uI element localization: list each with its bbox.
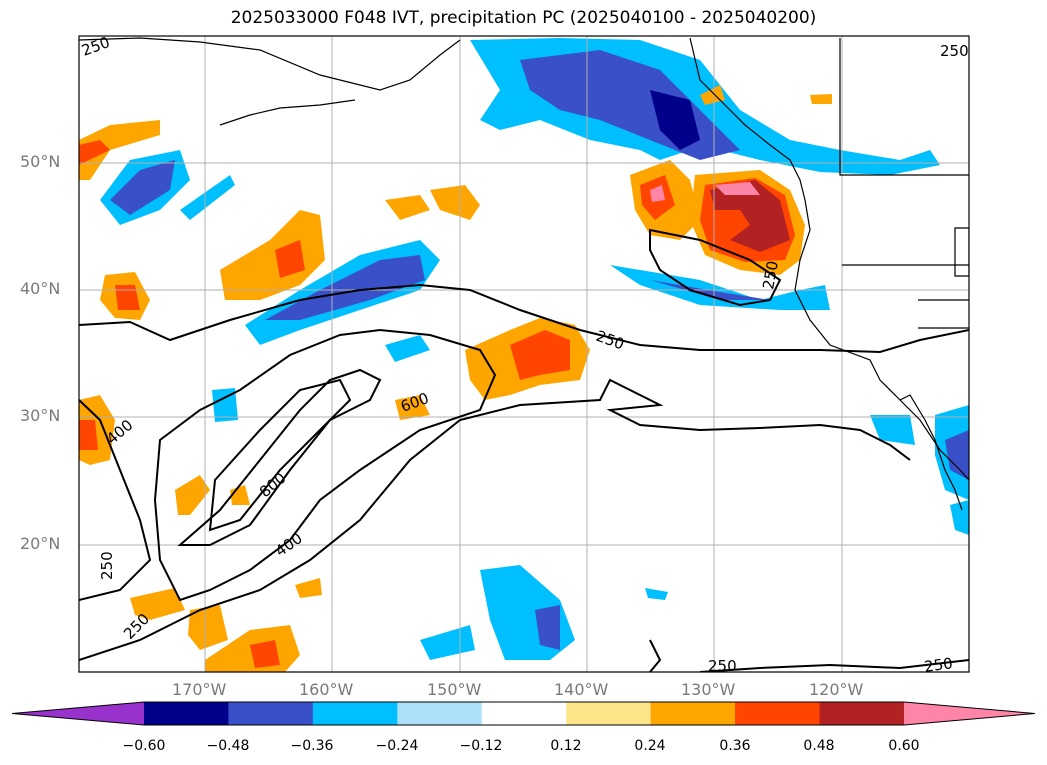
contour-label: 250 [759, 259, 782, 290]
colorbar-tick-label: −0.48 [206, 738, 250, 754]
lon-label: 170°W [172, 680, 227, 699]
lat-label: 20°N [20, 534, 61, 553]
positive-anomaly-area [79, 120, 160, 180]
colorbar-tick-label: −0.24 [375, 738, 419, 754]
colorbar-segment [228, 702, 314, 725]
lat-label: 40°N [20, 279, 61, 298]
lon-label: 130°W [681, 680, 736, 699]
colorbar-segment [312, 702, 398, 725]
positive-anomaly-area [220, 210, 325, 300]
coastlines [79, 37, 969, 511]
lat-label: 30°N [20, 406, 61, 425]
colorbar-tick-label: 0.60 [888, 738, 920, 754]
contour-label: 250 [940, 42, 969, 60]
map-title: 2025033000 F048 IVT, precipitation PC (2… [230, 8, 817, 28]
map-frame [78, 35, 970, 673]
lon-label: 150°W [427, 680, 482, 699]
colorbar-tick-label: −0.60 [122, 738, 166, 754]
colorbar-segment [566, 702, 652, 725]
colorbar-tick-label: −0.36 [290, 738, 334, 754]
colorbar-tick-label: 0.48 [803, 738, 835, 754]
colorbar [11, 701, 1036, 726]
colorbar-extend-high [903, 702, 1035, 725]
contour-label: 250 [708, 657, 737, 675]
contour-label: 250 [923, 654, 954, 676]
colorbar-tick-label: −0.12 [459, 738, 503, 754]
colorbar-outline [11, 701, 1036, 726]
lon-label: 140°W [554, 680, 609, 699]
lon-label: 120°W [809, 680, 864, 699]
lat-label: 50°N [20, 152, 61, 171]
lon-label: 160°W [299, 680, 354, 699]
colorbar-segment [735, 702, 821, 725]
colorbar-extend-low [12, 702, 144, 725]
colorbar-segment [650, 702, 736, 725]
graticule [79, 36, 969, 672]
contour-label: 250 [98, 551, 116, 580]
colorbar-segment [819, 702, 905, 725]
colorbar-tick-label: 0.24 [634, 738, 666, 754]
colorbar-segment [144, 702, 229, 725]
colorbar-tick-label: 0.36 [719, 738, 751, 754]
ivt-contours [79, 228, 969, 672]
colorbar-segment [397, 702, 483, 725]
colorbar-tick-label: 0.12 [550, 738, 582, 754]
colorbar-segment [481, 702, 567, 725]
